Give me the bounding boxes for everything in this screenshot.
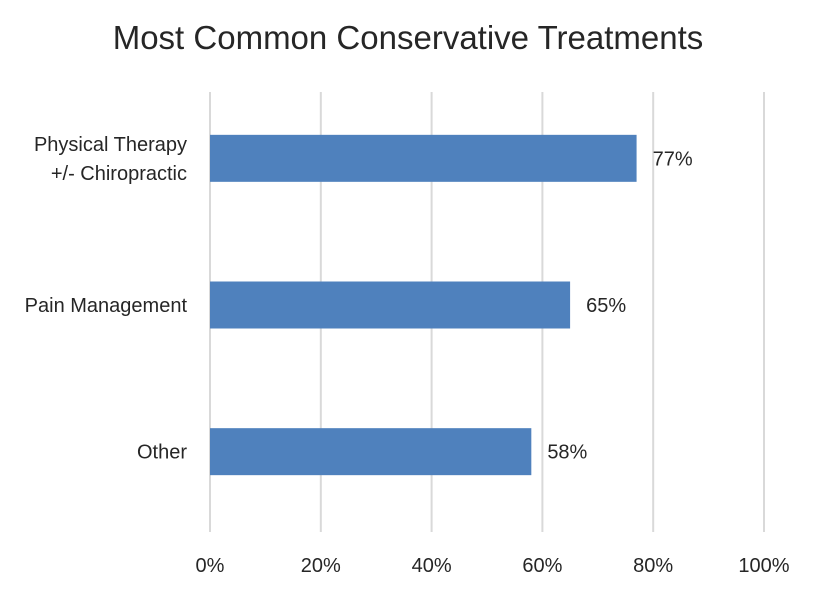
data-label: 58%	[547, 442, 587, 464]
x-tick-label: 100%	[738, 555, 789, 577]
x-tick-label: 80%	[633, 555, 673, 577]
category-labels: Physical Therapy +/- Chiropractic Pain Man…	[25, 134, 188, 464]
bar	[210, 134, 637, 182]
chart-title: Most Common Conservative Treatments	[113, 19, 704, 56]
data-labels: 77% 65% 58%	[547, 148, 693, 463]
x-axis-tick-labels: 0% 20% 40% 60% 80% 100%	[196, 555, 790, 577]
bars	[210, 134, 637, 476]
x-tick-label: 60%	[522, 555, 562, 577]
category-label: Pain Management	[25, 295, 188, 317]
x-tick-label: 0%	[196, 555, 225, 577]
category-label: +/- Chiropractic	[51, 163, 187, 185]
category-label: Physical Therapy	[34, 134, 187, 156]
data-label: 77%	[653, 148, 693, 170]
x-tick-label: 20%	[301, 555, 341, 577]
x-tick-label: 40%	[412, 555, 452, 577]
bar	[210, 428, 532, 476]
category-label: Other	[137, 442, 187, 464]
data-label: 65%	[586, 295, 626, 317]
bar	[210, 281, 571, 329]
